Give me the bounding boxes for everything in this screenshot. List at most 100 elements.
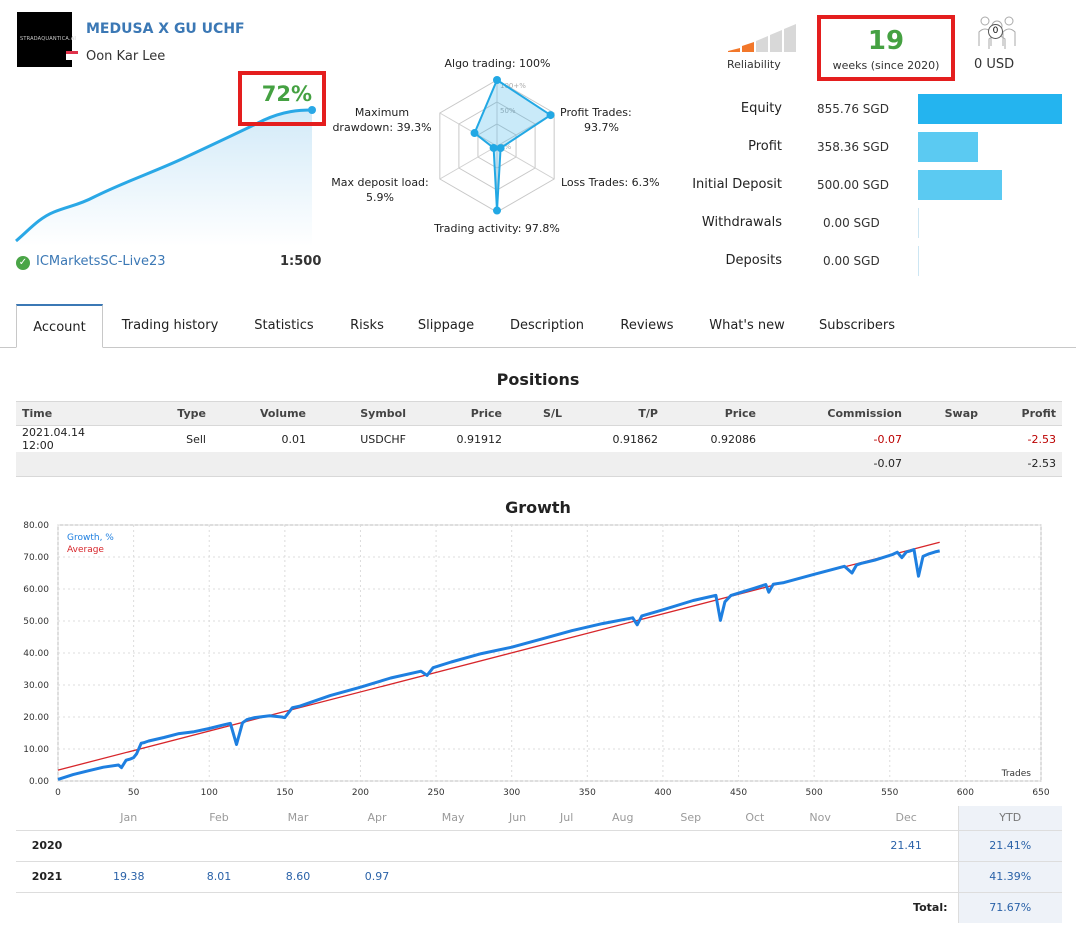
stat-bar-deposits	[918, 246, 919, 276]
col-symbol: Symbol	[312, 401, 412, 426]
radar-label-deposit-load-line1: Max deposit load:	[331, 176, 429, 189]
month-header: Feb	[179, 806, 259, 831]
tab-description[interactable]: Description	[509, 318, 585, 333]
weeks-value: 19	[867, 26, 905, 56]
stat-bar-initial-deposit	[918, 170, 1002, 200]
year-cell: 2021	[16, 861, 78, 893]
subscribers-count-badge: 0	[988, 24, 1003, 39]
tab-statistics[interactable]: Statistics	[254, 318, 314, 333]
tab-reviews[interactable]: Reviews	[620, 318, 674, 333]
month-value	[416, 830, 490, 862]
x-tick-label: 200	[352, 788, 369, 798]
tab-account[interactable]: Account	[16, 304, 103, 348]
stat-label-profit: Profit	[748, 139, 782, 154]
month-header: May	[416, 806, 490, 831]
stat-value-initial-deposit: 500.00 SGD	[817, 178, 889, 192]
growth-sparkline	[15, 106, 316, 246]
tab-subscribers[interactable]: Subscribers	[819, 318, 895, 333]
ytd-value: 41.39%	[957, 861, 1062, 893]
month-value	[588, 830, 658, 862]
x-tick-label: 450	[730, 788, 747, 798]
cell-sl	[508, 426, 568, 453]
stat-value-withdrawals: 0.00 SGD	[823, 216, 880, 230]
radar-chart: 100+% 50% 0%	[439, 76, 555, 215]
radar-label-loss-trades: Loss Trades: 6.3%	[561, 176, 660, 189]
radar-label-algo: Algo trading: 100%	[444, 57, 551, 70]
reliability-bar-3	[756, 36, 768, 52]
growth-highlight-box	[238, 71, 326, 126]
month-value: 8.01	[179, 861, 259, 893]
positions-table: Time Type Volume Symbol Price S/L T/P Pr…	[16, 401, 1062, 477]
col-time: Time	[16, 401, 116, 426]
x-axis-label: Trades	[1001, 769, 1032, 779]
cell-price-current: 0.92086	[710, 432, 757, 446]
radar-point	[546, 111, 555, 120]
owner-name[interactable]: Oon Kar Lee	[86, 49, 166, 64]
tab-whats-new[interactable]: What's new	[709, 318, 785, 333]
x-tick-label: 500	[806, 788, 823, 798]
x-tick-label: 650	[1032, 788, 1049, 798]
stat-value-equity: 855.76 SGD	[817, 102, 889, 116]
y-tick-label: 10.00	[23, 745, 49, 755]
radar-spoke	[496, 145, 555, 180]
stat-label-initial-deposit: Initial Deposit	[692, 177, 782, 192]
monthly-year-header	[16, 806, 78, 831]
radar-spoke	[439, 145, 498, 180]
month-header: Oct	[724, 806, 786, 831]
weeks-highlight-box	[817, 15, 955, 81]
month-header: Dec	[854, 806, 958, 831]
cell-symbol: USDCHF	[360, 432, 406, 446]
month-header: Aug	[588, 806, 658, 831]
month-value	[854, 861, 958, 893]
verified-check-icon: ✓	[16, 256, 30, 270]
total-row: Total: 71.67%	[16, 892, 1062, 923]
y-tick-label: 40.00	[23, 649, 49, 659]
col-volume: Volume	[212, 401, 312, 426]
month-value	[545, 830, 589, 862]
month-value	[416, 861, 490, 893]
radar-label-activity: Trading activity: 97.8%	[434, 222, 560, 235]
total-profit: -2.53	[984, 452, 1062, 477]
x-tick-label: 400	[654, 788, 671, 798]
col-price-open: Price	[412, 401, 508, 426]
x-tick-label: 0	[55, 788, 61, 798]
signal-title[interactable]: MEDUSA X GU UCHF	[86, 21, 245, 37]
month-value	[588, 861, 658, 893]
month-header: Nov	[785, 806, 855, 831]
tab-trading-history[interactable]: Trading history	[121, 318, 219, 333]
month-header: Jun	[489, 806, 546, 831]
month-value	[337, 830, 417, 862]
reliability-label: Reliability	[727, 58, 781, 71]
month-value: 0.97	[337, 861, 417, 893]
month-header: Mar	[258, 806, 338, 831]
month-value	[724, 830, 786, 862]
stat-bar-profit	[918, 132, 978, 162]
total-label: Total:	[913, 901, 948, 915]
month-value	[657, 830, 725, 862]
total-commission: -0.07	[762, 452, 908, 477]
table-row: 2021.04.14 12:00 Sell 0.01 USDCHF 0.9191…	[16, 426, 1062, 453]
radar-ring-label: 100+%	[500, 82, 526, 90]
broker-server[interactable]: ICMarketsSC-Live23	[36, 254, 166, 269]
month-value: 19.38	[78, 861, 180, 893]
y-tick-label: 0.00	[29, 777, 49, 787]
tab-slippage[interactable]: Slippage	[417, 318, 475, 333]
monthly-header-row: Jan Feb Mar Apr May Jun Jul Aug Sep Oct …	[16, 806, 1062, 831]
tab-risks[interactable]: Risks	[350, 318, 384, 333]
y-tick-label: 20.00	[23, 713, 49, 723]
month-value	[785, 861, 855, 893]
col-commission: Commission	[762, 401, 908, 426]
month-value: 8.60	[258, 861, 338, 893]
radar-point	[489, 143, 498, 152]
col-tp: T/P	[568, 401, 664, 426]
reliability-bars-icon	[728, 24, 796, 52]
radar-ring-label: 50%	[500, 107, 516, 115]
stat-bar-withdrawals	[918, 208, 919, 238]
radar-point	[470, 129, 479, 138]
x-tick-label: 150	[276, 788, 293, 798]
ytd-header: YTD	[957, 806, 1062, 831]
month-header: Sep	[657, 806, 725, 831]
x-tick-label: 50	[128, 788, 140, 798]
signal-logo[interactable]: STRADAQUANTICA.AI	[17, 12, 76, 67]
cell-commission: -0.07	[873, 432, 902, 446]
